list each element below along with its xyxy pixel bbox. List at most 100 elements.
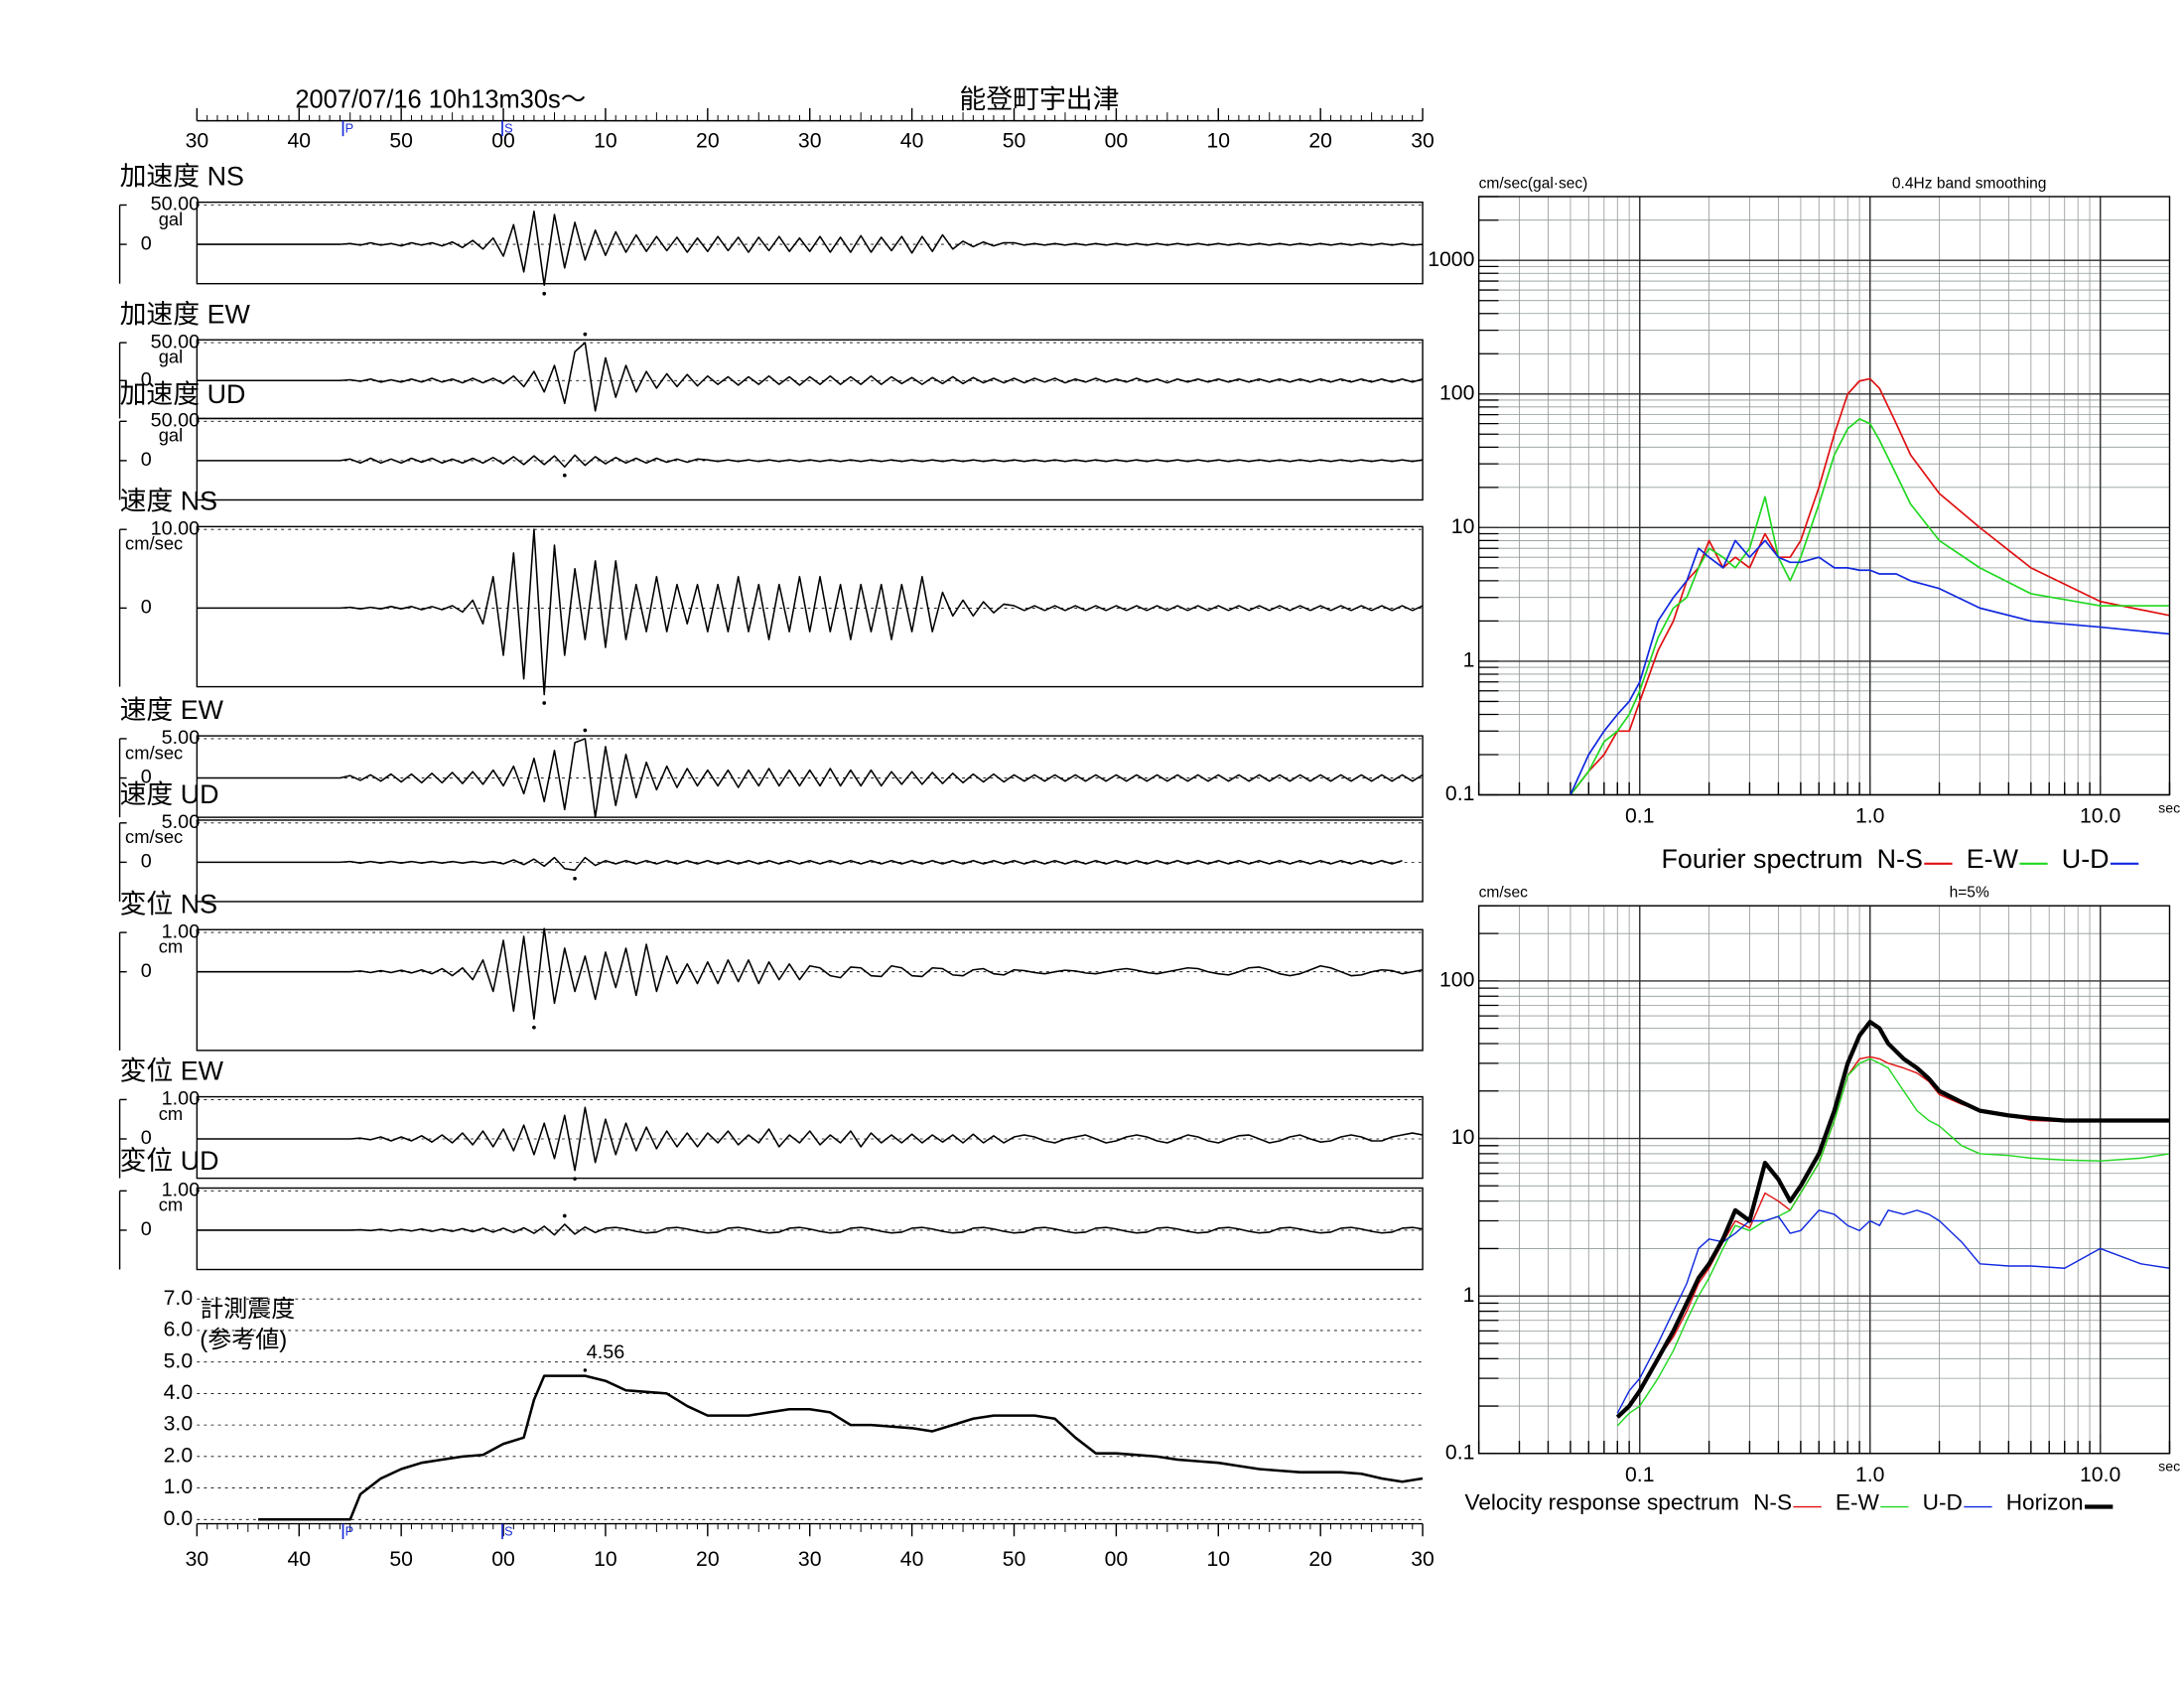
y-tick-label: 5.00	[162, 811, 201, 833]
x-tick-label: 50	[389, 1548, 413, 1571]
legend-label: N-S	[1753, 1490, 1792, 1515]
peak-dot	[532, 1025, 536, 1030]
x-tick-label: 50	[389, 129, 413, 152]
y-tick-label: 0.1	[1445, 782, 1474, 805]
x-tick-label: 0.1	[1625, 1464, 1654, 1486]
waveform	[197, 211, 1424, 287]
panel-unit: cm	[159, 1195, 184, 1215]
waveform	[197, 927, 1424, 1021]
panel-note: h=5%	[1950, 885, 1989, 902]
y-tick-label: 1.0	[164, 1476, 193, 1498]
panel-unit: gal	[159, 347, 184, 367]
panel-frame	[196, 928, 1424, 1052]
x-tick-label: 00	[491, 1548, 515, 1571]
x-tick-label: 30	[186, 1548, 209, 1571]
y-axis-unit: cm/sec(gal·sec)	[1479, 175, 1588, 192]
y-tick-label: 0	[141, 960, 152, 982]
spectrum-line	[1616, 1209, 2170, 1414]
legend-label: U-D	[1923, 1490, 1963, 1515]
x-tick-label: 1.0	[1855, 805, 1884, 828]
y-tick-label: 10.00	[151, 517, 201, 539]
x-tick-label: 30	[798, 1548, 822, 1571]
y-tick-label: 5.00	[162, 727, 201, 749]
y-tick-label: 0	[141, 851, 152, 873]
legend-label: E-W	[1836, 1490, 1880, 1515]
y-tick-label: 1	[1463, 1284, 1475, 1307]
y-tick-label: 0.0	[164, 1507, 193, 1530]
y-tick-label: 1.00	[162, 1180, 201, 1201]
peak-dot	[562, 473, 567, 478]
plot-frame	[1477, 905, 2171, 1455]
panel-unit: cm/sec	[125, 826, 183, 847]
y-tick-label: 0	[141, 369, 152, 391]
y-tick-label: 7.0	[164, 1287, 193, 1310]
y-tick-label: 1.00	[162, 920, 201, 942]
peak-dot	[562, 1213, 567, 1218]
y-tick-label: 2.0	[164, 1444, 193, 1467]
y-tick-label: 0	[141, 767, 152, 788]
panel-unit: gal	[159, 209, 184, 229]
panel-name: 加速度 UD	[120, 379, 246, 409]
y-tick-label: 10	[1451, 515, 1475, 538]
legend-label: E-W	[1967, 844, 2019, 874]
waveform	[197, 342, 1424, 412]
y-tick-label: 100	[1439, 969, 1474, 992]
waveform	[197, 1106, 1424, 1172]
x-tick-label: 10	[1206, 129, 1230, 152]
panel-frame	[196, 201, 1424, 285]
y-tick-label: 50.00	[151, 410, 201, 432]
panel-name: 速度 NS	[120, 486, 218, 515]
y-tick-label: 1.00	[162, 1088, 201, 1110]
legend-title: Velocity response spectrum	[1464, 1490, 1738, 1515]
panel-name: 変位 NS	[120, 889, 218, 918]
intensity-line	[258, 1374, 1424, 1521]
waveform	[197, 454, 1424, 469]
x-tick-label: 20	[1308, 1548, 1332, 1571]
record-time: 2007/07/16 10h13m30s〜	[295, 86, 586, 114]
peak-dot	[583, 1368, 588, 1372]
waveform	[197, 856, 1403, 872]
x-tick-label: 40	[900, 129, 924, 152]
peak-dot	[573, 1177, 577, 1182]
x-tick-label: 30	[186, 129, 209, 152]
panel-frame	[196, 819, 1424, 903]
intensity-subtitle: (参考値)	[200, 1327, 287, 1353]
y-tick-label: 0	[141, 597, 152, 619]
panel-name: 加速度 EW	[120, 299, 251, 329]
y-tick-label: 50.00	[151, 331, 201, 352]
legend-title: Fourier spectrum	[1662, 844, 1863, 874]
y-tick-label: 5.0	[164, 1349, 193, 1372]
x-tick-label: 50	[1003, 129, 1026, 152]
panel-frame	[196, 735, 1424, 818]
legend-label: U-D	[2062, 844, 2110, 874]
x-tick-label: 40	[287, 1548, 311, 1571]
legend-label: N-S	[1877, 844, 1923, 874]
x-tick-label: 30	[1411, 129, 1434, 152]
x-tick-label: 00	[1105, 129, 1129, 152]
panel-name: 変位 EW	[120, 1056, 224, 1086]
x-axis-unit: sec	[2158, 1459, 2180, 1475]
y-tick-label: 50.00	[151, 194, 201, 215]
panel-frame	[196, 525, 1424, 688]
peak-label: 4.56	[587, 1341, 625, 1363]
y-tick-label: 1	[1463, 649, 1475, 672]
x-tick-label: 20	[696, 129, 720, 152]
peak-dot	[583, 332, 588, 337]
x-tick-label: 1.0	[1855, 1464, 1884, 1486]
spectrum-line	[1570, 539, 2170, 795]
station-name: 能登町宇出津	[959, 84, 1119, 114]
y-tick-label: 0	[141, 1127, 152, 1149]
x-tick-label: 10	[1206, 1548, 1230, 1571]
panel-unit: cm	[159, 1103, 184, 1124]
spectrum-line	[1615, 1019, 2170, 1419]
x-tick-label: 0.1	[1625, 805, 1654, 828]
phase-label: S	[504, 1523, 512, 1538]
x-tick-label: 40	[287, 129, 311, 152]
panel-name: 速度 UD	[120, 779, 219, 809]
waveform	[197, 528, 1424, 696]
x-tick-label: 10.0	[2080, 805, 2120, 828]
peak-dot	[573, 876, 577, 881]
x-tick-label: 50	[1003, 1548, 1026, 1571]
legend-label: Horizon	[2006, 1490, 2084, 1515]
